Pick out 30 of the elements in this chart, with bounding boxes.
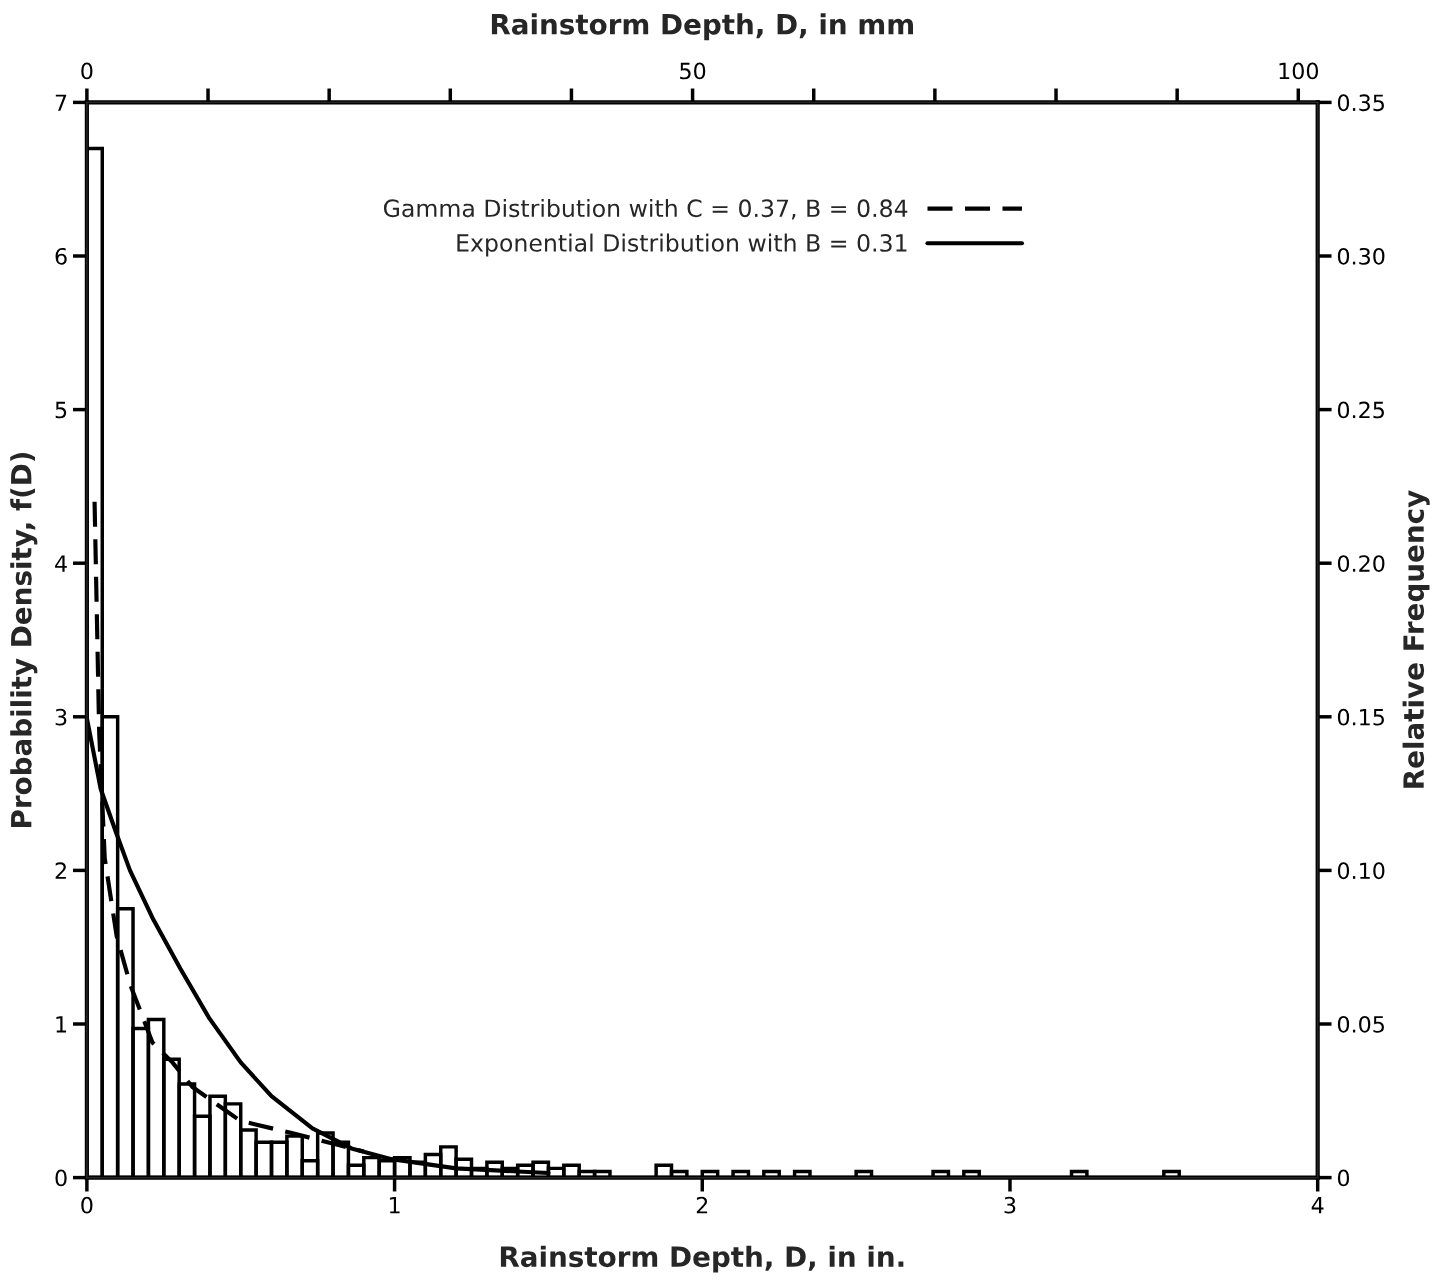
y2-tick-label: 0.15: [1337, 708, 1384, 726]
x-axis-title: Rainstorm Depth, D, in in.: [500, 1245, 904, 1273]
y2-tick-label: 0: [1337, 1169, 1350, 1187]
y2-tick-label: 0.35: [1337, 94, 1384, 112]
x-tick-label: 2: [696, 1196, 708, 1214]
y-tick-label: 1: [56, 1016, 67, 1033]
y-axis-title: Probability Density, f(D): [10, 452, 38, 827]
y2-axis-title: Relative Frequency: [1402, 490, 1430, 788]
x2-tick-label: 0: [81, 62, 93, 80]
y-tick-label: 7: [55, 94, 67, 111]
x-tick-label: 3: [1004, 1196, 1016, 1214]
x-tick-label: 1: [389, 1197, 400, 1214]
x2-tick-label: 50: [680, 62, 706, 80]
y-tick-label: 3: [55, 708, 67, 726]
x-tick-label: 0: [81, 1196, 93, 1214]
y-tick-label: 0: [55, 1169, 67, 1187]
y2-tick-label: 0.30: [1337, 247, 1385, 265]
y2-tick-label: 0.25: [1337, 401, 1384, 419]
x2-axis-title: Rainstorm Depth, D, in mm: [491, 13, 913, 41]
y-tick-label: 5: [55, 401, 67, 419]
legend-label: Exponential Distribution with B = 0.31: [457, 233, 907, 257]
y2-tick-label: 0.10: [1337, 862, 1385, 880]
y2-tick-label: 0.05: [1337, 1015, 1384, 1033]
x-tick-label: 4: [1311, 1197, 1324, 1214]
y2-tick-label: 0.20: [1337, 555, 1385, 572]
x2-tick-label: 100: [1279, 62, 1319, 80]
y-tick-label: 2: [55, 862, 66, 879]
y-tick-label: 6: [55, 247, 67, 265]
y-tick-label: 4: [55, 555, 67, 572]
legend-label: Gamma Distribution with C = 0.37, B = 0.84: [383, 198, 908, 220]
